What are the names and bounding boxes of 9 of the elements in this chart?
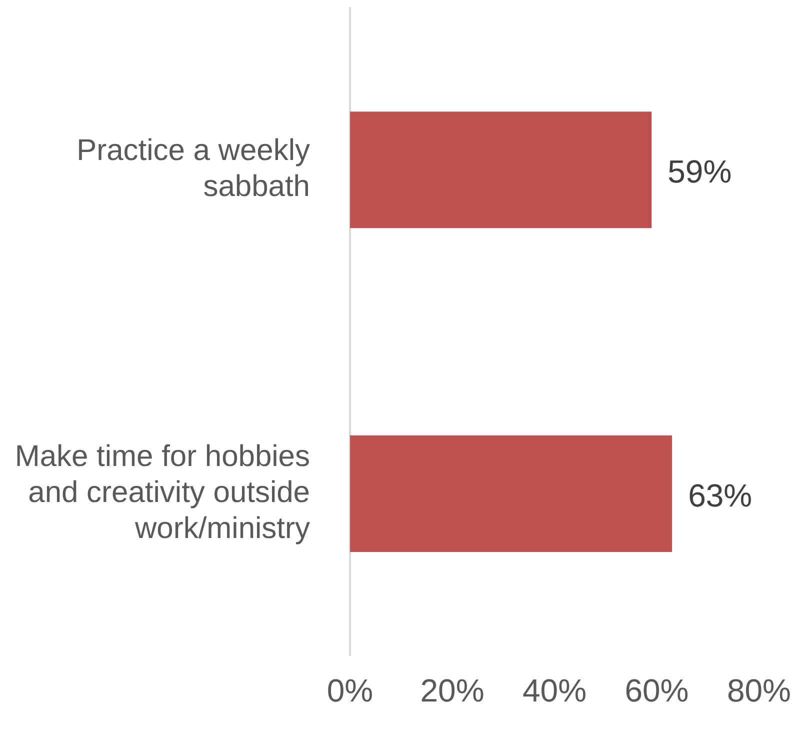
- data-label: 63%: [688, 478, 752, 514]
- x-tick-label: 20%: [420, 672, 484, 709]
- data-label: 59%: [668, 154, 732, 190]
- x-tick-label: 0%: [326, 672, 374, 709]
- y-tick-label: Make time for hobbies and creativity outside work/ministry: [14, 440, 310, 545]
- x-tick-label: 60%: [624, 672, 689, 709]
- x-tick-label: 80%: [726, 672, 791, 709]
- y-tick-label: Practice a weekly sabbath: [76, 134, 310, 204]
- x-tick-label: 40%: [522, 672, 587, 709]
